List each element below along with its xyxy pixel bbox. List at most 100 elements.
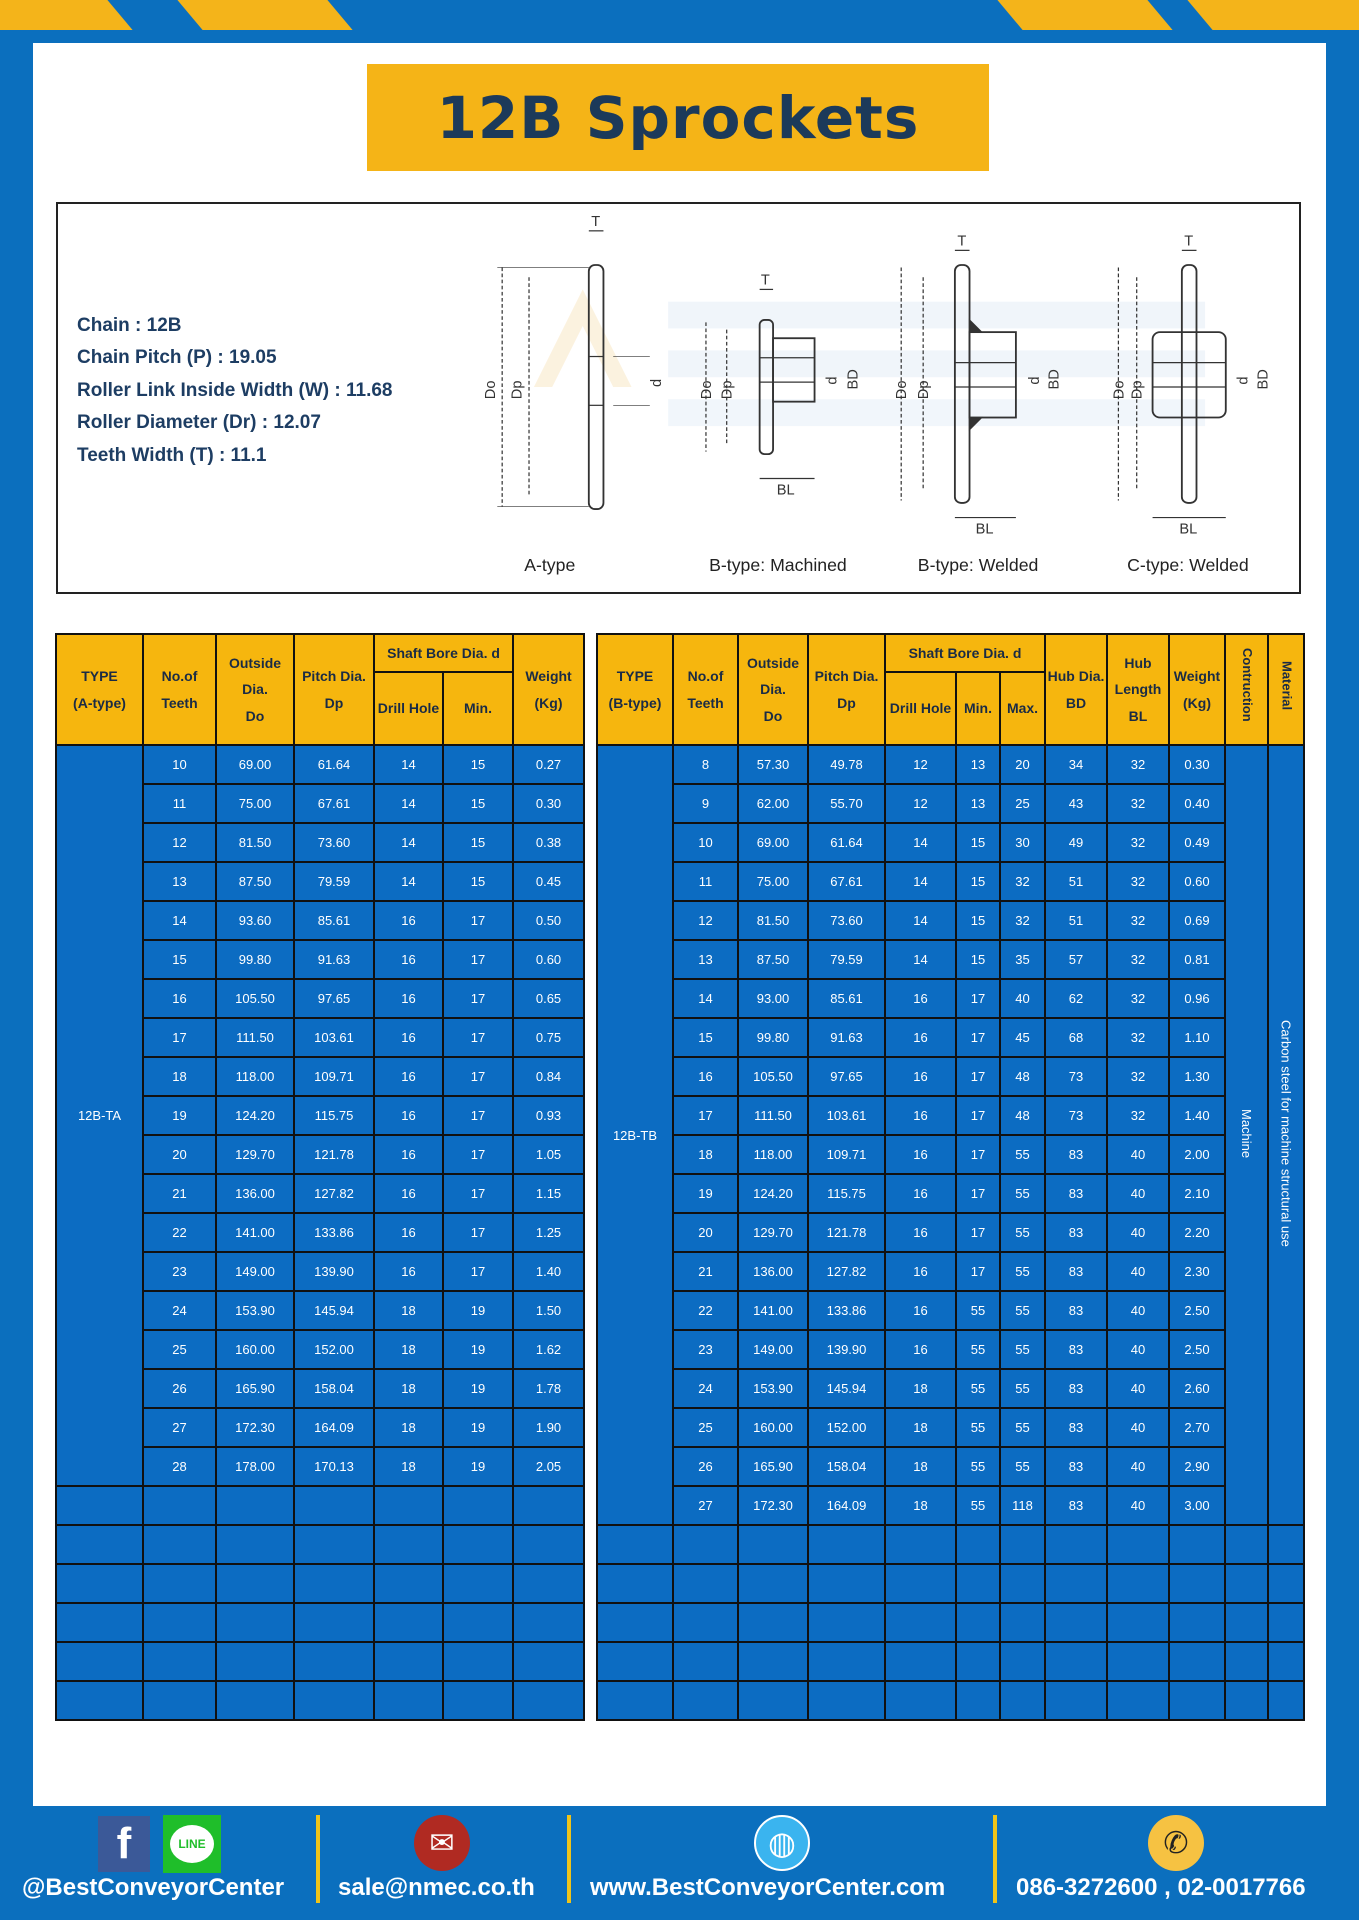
table-cell: 136.00 — [215, 1173, 295, 1214]
table-cell: 0.30 — [512, 783, 586, 824]
table-cell: 32 — [1106, 861, 1170, 902]
table-cell: 16 — [373, 1173, 444, 1214]
empty-cell — [55, 1524, 144, 1565]
empty-cell — [1106, 1680, 1170, 1721]
empty-cell — [441, 1602, 515, 1643]
dim-label-bd: BD — [845, 369, 861, 389]
table-cell: 2.50 — [1168, 1290, 1226, 1331]
table-cell: 55 — [999, 1251, 1046, 1292]
email-icon[interactable]: ✉ — [414, 1815, 470, 1871]
email-link[interactable]: sale@nmec.co.th — [338, 1874, 535, 1901]
table-row: 20 129.70 121.78 16 17 55 83 40 2.20 — [597, 1212, 1304, 1253]
table-cell: 2.60 — [1168, 1368, 1226, 1409]
col-outside-dia: Outside Dia. Do — [215, 633, 295, 746]
phone-icon[interactable]: ✆ — [1148, 1815, 1204, 1871]
table-cell: 17 — [441, 939, 515, 980]
table-row: 19 124.20 115.75 16 17 0.93 — [56, 1095, 586, 1136]
empty-cell — [955, 1524, 1001, 1565]
table-cell: 109.71 — [293, 1056, 375, 1097]
empty-cell — [807, 1641, 886, 1682]
empty-cell — [596, 1680, 674, 1721]
table-cell: 1.05 — [512, 1134, 586, 1175]
table-cell: 16 — [373, 1212, 444, 1253]
empty-cell — [441, 1563, 515, 1604]
table-cell: 17 — [441, 1017, 515, 1058]
table-cell: 18 — [142, 1056, 217, 1097]
table-cell: 1.10 — [1168, 1017, 1226, 1058]
table-cell: 0.60 — [1168, 861, 1226, 902]
table-cell: 79.59 — [807, 939, 886, 980]
table-cell: 69.00 — [215, 744, 295, 785]
empty-cell — [55, 1485, 144, 1526]
empty-cell — [441, 1641, 515, 1682]
table-cell: 16 — [884, 1290, 957, 1331]
empty-cell — [955, 1680, 1001, 1721]
empty-cell — [596, 1563, 674, 1604]
table-cell: 1.40 — [512, 1251, 586, 1292]
facebook-icon[interactable]: f — [98, 1816, 150, 1872]
table-cell: 129.70 — [215, 1134, 295, 1175]
table-row: 24 153.90 145.94 18 55 55 83 40 2.60 — [597, 1368, 1304, 1409]
empty-row — [55, 1680, 586, 1721]
table-cell: 16 — [884, 1056, 957, 1097]
table-row: 14 93.60 85.61 16 17 0.50 — [56, 900, 586, 941]
line-icon[interactable]: LINE — [163, 1815, 221, 1873]
table-row: 23 149.00 139.90 16 55 55 83 40 2.50 — [597, 1329, 1304, 1370]
table-cell: 62 — [1044, 978, 1108, 1019]
website-link[interactable]: www.BestConveyorCenter.com — [590, 1874, 946, 1901]
table-cell: 18 — [373, 1446, 444, 1487]
empty-cell — [1267, 1563, 1305, 1604]
table-cell: 21 — [142, 1173, 217, 1214]
table-cell: 97.65 — [293, 978, 375, 1019]
table-cell: 17 — [441, 1095, 515, 1136]
table-cell: 17 — [441, 1056, 515, 1097]
table-cell: 55 — [955, 1446, 1001, 1487]
type-label-a: A-type — [524, 555, 575, 575]
table-cell: 0.96 — [1168, 978, 1226, 1019]
table-cell: 17 — [142, 1017, 217, 1058]
table-row: 10 69.00 61.64 14 15 30 49 32 0.49 — [597, 822, 1304, 863]
phone-numbers[interactable]: 086-3272600 , 02-0017766 — [1016, 1874, 1306, 1901]
empty-cell — [373, 1641, 444, 1682]
table-cell: 2.00 — [1168, 1134, 1226, 1175]
table-cell: 115.75 — [807, 1173, 886, 1214]
table-cell: 61.64 — [293, 744, 375, 785]
table-cell: 19 — [441, 1329, 515, 1370]
table-cell: 139.90 — [807, 1329, 886, 1370]
empty-cell — [55, 1680, 144, 1721]
empty-cell — [737, 1524, 809, 1565]
empty-cell — [373, 1602, 444, 1643]
table-row: 13 87.50 79.59 14 15 0.45 — [56, 861, 586, 902]
table-cell: 18 — [884, 1368, 957, 1409]
table-cell: 14 — [884, 939, 957, 980]
dim-label-bl: BL — [976, 521, 994, 537]
table-cell: 73 — [1044, 1056, 1108, 1097]
empty-cell — [512, 1563, 586, 1604]
table-cell: 16 — [884, 1095, 957, 1136]
globe-icon[interactable]: ◍ — [754, 1815, 810, 1871]
empty-cell — [999, 1563, 1046, 1604]
empty-cell — [142, 1680, 217, 1721]
table-cell: 11 — [672, 861, 739, 902]
dim-label-t: T — [957, 233, 966, 249]
empty-cell — [373, 1524, 444, 1565]
table-cell: 40 — [1106, 1329, 1170, 1370]
empty-cell — [215, 1641, 295, 1682]
table-cell: 19 — [441, 1446, 515, 1487]
table-cell: 73 — [1044, 1095, 1108, 1136]
empty-cell — [512, 1602, 586, 1643]
table-row: 26 165.90 158.04 18 19 1.78 — [56, 1368, 586, 1409]
table-cell: 18 — [373, 1407, 444, 1448]
type-label-c-welded: C-type: Welded — [1127, 555, 1249, 575]
table-cell: 99.80 — [737, 1017, 809, 1058]
table-cell: 61.64 — [807, 822, 886, 863]
social-handle[interactable]: @BestConveyorCenter — [22, 1874, 285, 1901]
dim-label-t: T — [1184, 233, 1193, 249]
type-label-b-welded: B-type: Welded — [918, 555, 1039, 575]
table-cell: 1.90 — [512, 1407, 586, 1448]
table-cell: 0.75 — [512, 1017, 586, 1058]
empty-cell — [999, 1680, 1046, 1721]
table-cell: 103.61 — [807, 1095, 886, 1136]
empty-cell — [807, 1680, 886, 1721]
table-cell: 17 — [441, 1212, 515, 1253]
